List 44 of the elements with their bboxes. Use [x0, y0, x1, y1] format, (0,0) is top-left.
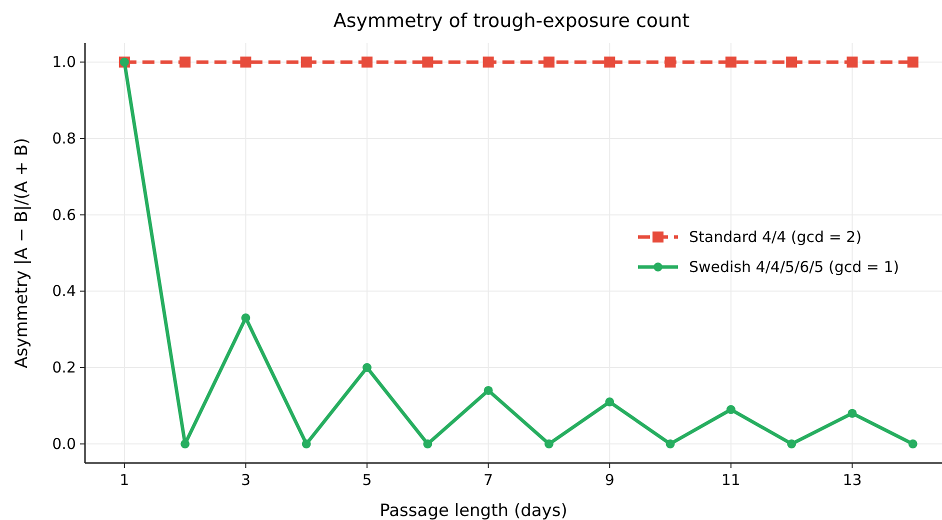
y-tick-label: 0.2 [52, 358, 76, 377]
point [422, 56, 434, 68]
point [362, 363, 372, 372]
point [908, 439, 918, 448]
point [484, 386, 493, 395]
point [300, 56, 312, 68]
point [907, 56, 918, 68]
x-tick-label: 11 [721, 471, 740, 489]
y-tick-label: 0.6 [52, 206, 76, 224]
point [604, 56, 616, 68]
legend-label: Swedish 4/4/5/6/5 (gcd = 1) [689, 258, 900, 276]
point [240, 56, 252, 68]
x-tick-label: 1 [120, 471, 130, 489]
y-axis-title: Asymmetry |A − B|/(A + B) [12, 138, 32, 368]
point [423, 439, 432, 448]
x-tick-label: 5 [362, 471, 372, 489]
point [664, 56, 676, 68]
point [362, 56, 373, 68]
x-tick-label: 9 [604, 471, 614, 489]
point [725, 56, 736, 68]
point [666, 439, 675, 448]
point [726, 405, 736, 414]
point [482, 56, 494, 68]
y-tick-label: 0.8 [52, 129, 76, 148]
x-tick-label: 13 [842, 471, 862, 489]
x-tick-label: 3 [240, 471, 250, 489]
chart-title: Asymmetry of trough-exposure count [333, 10, 690, 32]
x-axis-title: Passage length (days) [380, 501, 568, 520]
point [786, 56, 798, 68]
point [787, 439, 796, 448]
point [302, 439, 311, 448]
y-tick-label: 0.0 [52, 434, 76, 453]
x-tick-label: 7 [484, 471, 494, 489]
point [543, 56, 554, 68]
point [180, 56, 191, 68]
point [848, 408, 857, 418]
y-tick-label: 1.0 [52, 53, 76, 72]
point [605, 397, 614, 406]
point [180, 439, 190, 448]
point [846, 56, 858, 68]
legend-label: Standard 4/4 (gcd = 2) [689, 228, 862, 246]
point [241, 313, 250, 322]
y-tick-label: 0.4 [52, 282, 76, 300]
point [544, 439, 554, 448]
